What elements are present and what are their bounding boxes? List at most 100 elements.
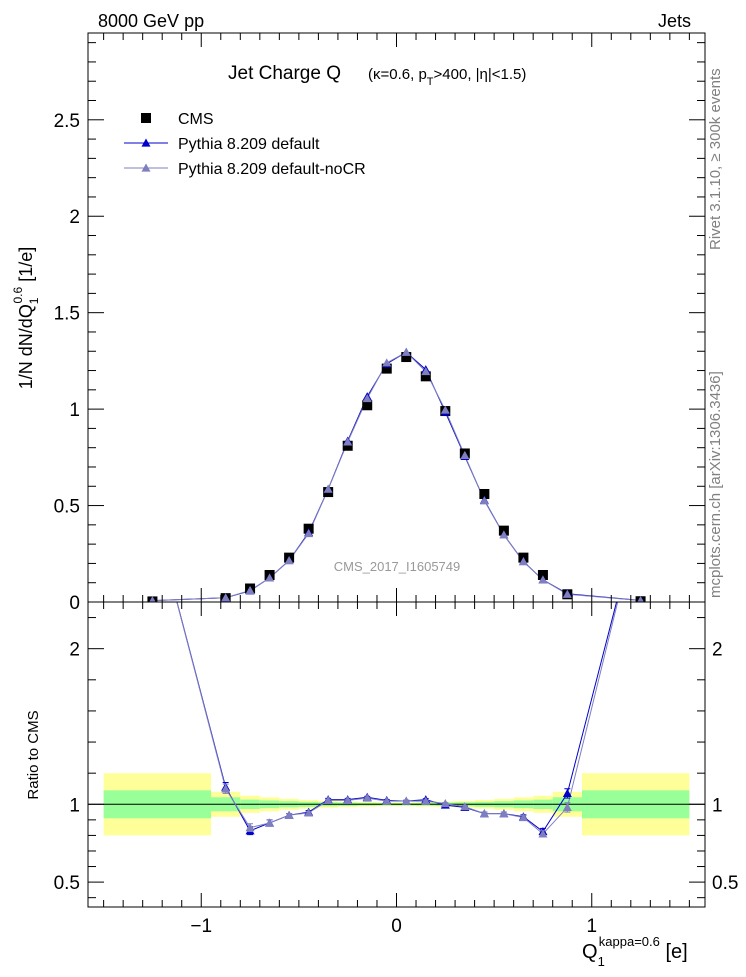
header-energy: 8000 GeV pp bbox=[98, 11, 204, 31]
ratio-point-nocr bbox=[518, 813, 528, 822]
main-point-nocr bbox=[343, 437, 353, 446]
legend-entry-label: Pythia 8.209 default-noCR bbox=[178, 161, 366, 178]
main-point-nocr bbox=[265, 573, 275, 582]
main-point-nocr bbox=[637, 595, 644, 602]
main-y-axis-label-text: 1/N dN/dQ10.6 [1/e] bbox=[11, 247, 41, 389]
ratio-point-nocr bbox=[538, 829, 548, 838]
ratio-point-nocr bbox=[401, 796, 411, 805]
analysis-watermark: CMS_2017_I1605749 bbox=[334, 559, 461, 574]
y-tick-label: 0.5 bbox=[54, 497, 80, 518]
xlabel-part: Q bbox=[582, 941, 598, 963]
ratio-y-tick-label-right: 1 bbox=[712, 795, 723, 816]
ratio-point-nocr bbox=[323, 795, 333, 805]
main-point-nocr bbox=[304, 529, 314, 538]
ratio-y-axis-label: Ratio to CMS bbox=[25, 710, 42, 799]
legend-marker-triangle bbox=[141, 163, 151, 172]
mcplots-label: mcplots.cern.ch [arXiv:1306.3436] bbox=[707, 371, 724, 598]
ratio-point-default bbox=[148, 504, 157, 512]
x-tick-label: 0 bbox=[391, 916, 402, 937]
main-point-nocr bbox=[284, 556, 294, 565]
y-tick-label: 2.5 bbox=[54, 111, 80, 132]
ratio-point-nocr bbox=[304, 808, 314, 817]
y-tick-label: 1.5 bbox=[54, 304, 80, 325]
ratio-point-nocr bbox=[460, 802, 470, 811]
series-markers bbox=[147, 347, 646, 838]
main-point-nocr bbox=[479, 496, 489, 505]
ratio-lines bbox=[176, 602, 619, 835]
ratio-point-default bbox=[636, 504, 645, 512]
ratio-point-nocr bbox=[148, 504, 157, 512]
y-tick-label: 1 bbox=[69, 400, 80, 421]
main-point-nocr bbox=[149, 596, 156, 602]
main-markers bbox=[147, 347, 646, 602]
title-cuts-subscript: T bbox=[427, 76, 434, 88]
ratio-point-nocr bbox=[343, 795, 353, 805]
legend: CMS Pythia 8.209 default Pythia 8.209 defa… bbox=[124, 111, 366, 178]
main-point-nocr bbox=[245, 585, 255, 595]
main-point-cms bbox=[479, 488, 490, 499]
ratio-point-nocr bbox=[479, 809, 489, 818]
ratio-point-nocr bbox=[440, 799, 450, 808]
xlabel-superscript: kappa=0.6 bbox=[599, 934, 660, 949]
ratio-y-tick-label-left: 2 bbox=[69, 640, 80, 661]
main-point-cms bbox=[342, 440, 353, 451]
main-point-nocr bbox=[221, 593, 231, 602]
main-point-nocr bbox=[440, 405, 450, 414]
xlabel-subscript: 1 bbox=[598, 954, 605, 969]
ratio-point-default bbox=[562, 788, 572, 798]
main-point-nocr bbox=[460, 450, 470, 460]
main-point-cms bbox=[420, 371, 431, 382]
ratio-y-tick-label-right: 2 bbox=[712, 640, 723, 661]
ylabel-subscript: 1 bbox=[27, 297, 41, 304]
x-tick-label: 1 bbox=[586, 916, 597, 937]
main-point-nocr bbox=[421, 367, 431, 376]
x-axis-label: Q1 kappa=0.6 [e] bbox=[582, 934, 688, 969]
ratio-point-nocr bbox=[562, 802, 572, 812]
ratio-y-tick-label-left: 0.5 bbox=[54, 873, 80, 894]
main-y-axis-label: 1/N dN/dQ10.6 [1/e] bbox=[11, 247, 41, 389]
plot-title-cuts: (κ=0.6, pT>400, |η|<1.5) bbox=[368, 66, 526, 88]
ratio-line-nocr bbox=[176, 602, 619, 835]
main-point-cms bbox=[401, 352, 412, 363]
ratio-point-nocr bbox=[362, 793, 372, 802]
plot-title-cuts-text: (κ=0.6, pT>400, |η|<1.5) bbox=[368, 66, 526, 88]
legend-marker-cms bbox=[141, 113, 151, 123]
ratio-uncertainty-bands bbox=[88, 773, 705, 836]
header-process: Jets bbox=[658, 11, 691, 31]
ratio-point-nocr bbox=[499, 809, 509, 818]
rivet-label: Rivet 3.1.10, ≥ 300k events bbox=[707, 68, 724, 250]
ylabel-part: 1/N dN/dQ bbox=[16, 304, 36, 389]
ratio-frame bbox=[87, 601, 706, 908]
axis-ticks bbox=[88, 33, 705, 907]
xlabel-part: [e] bbox=[660, 941, 688, 963]
main-point-nocr bbox=[562, 589, 572, 598]
ylabel-part: [1/e] bbox=[16, 247, 36, 287]
ratio-y-tick-label-right: 0.5 bbox=[712, 873, 738, 894]
main-point-nocr bbox=[382, 358, 392, 367]
legend-entry-label: Pythia 8.209 default bbox=[178, 136, 320, 153]
title-cuts-part: >400, |η|<1.5) bbox=[434, 66, 527, 83]
ratio-point-nocr bbox=[265, 818, 275, 827]
main-point-cms bbox=[381, 363, 392, 374]
ratio-point-nocr bbox=[284, 810, 294, 819]
ratio-point-nocr bbox=[382, 796, 392, 805]
main-point-cms bbox=[362, 400, 373, 411]
main-point-nocr bbox=[538, 575, 548, 584]
main-point-nocr bbox=[362, 394, 372, 403]
x-tick-label: −1 bbox=[190, 916, 212, 937]
x-axis-label-text: Q1 kappa=0.6 [e] bbox=[582, 934, 688, 969]
plot-title: Jet Charge Q bbox=[228, 63, 341, 84]
ratio-y-tick-label-left: 1 bbox=[69, 795, 80, 816]
main-point-cms bbox=[537, 569, 548, 580]
main-point-nocr bbox=[323, 484, 333, 493]
ratio-point-nocr bbox=[221, 784, 231, 793]
ratio-markers bbox=[148, 504, 645, 838]
main-point-nocr bbox=[499, 530, 509, 539]
ylabel-superscript: 0.6 bbox=[11, 286, 25, 303]
ratio-point-nocr bbox=[636, 504, 645, 512]
ratio-point-nocr bbox=[421, 796, 431, 805]
main-point-nocr bbox=[518, 556, 528, 566]
title-cuts-part: (κ=0.6, p bbox=[368, 66, 427, 83]
